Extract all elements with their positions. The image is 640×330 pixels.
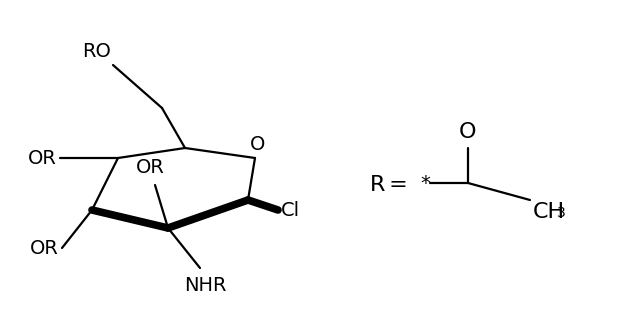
Text: O: O bbox=[250, 135, 266, 154]
Text: 3: 3 bbox=[557, 206, 566, 220]
Text: R: R bbox=[370, 175, 385, 195]
Text: =: = bbox=[382, 175, 408, 195]
Text: Cl: Cl bbox=[281, 201, 300, 219]
Text: OR: OR bbox=[136, 158, 164, 177]
Text: NHR: NHR bbox=[184, 276, 227, 295]
Text: O: O bbox=[460, 122, 477, 142]
Text: OR: OR bbox=[28, 148, 57, 168]
Text: OR: OR bbox=[30, 239, 59, 257]
Text: RO: RO bbox=[82, 42, 111, 61]
Text: CH: CH bbox=[533, 202, 565, 222]
Text: *: * bbox=[420, 174, 430, 192]
